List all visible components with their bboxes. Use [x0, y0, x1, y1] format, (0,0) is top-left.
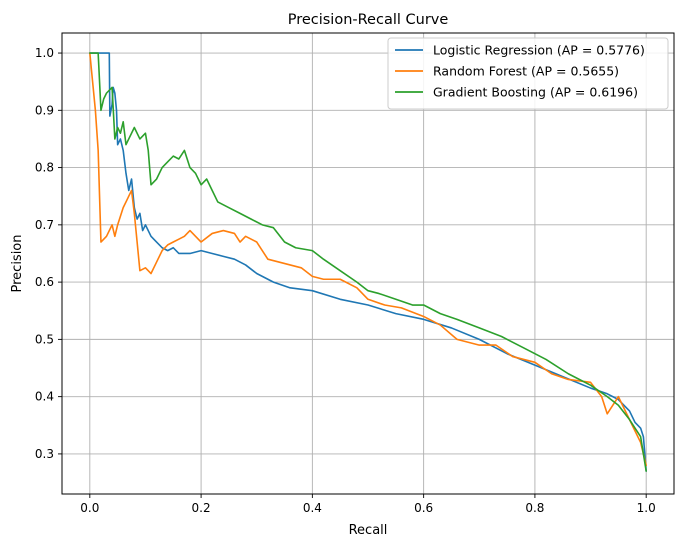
- chart-title: Precision-Recall Curve: [288, 12, 449, 28]
- legend-label: Logistic Regression (AP = 0.5776): [433, 43, 645, 58]
- x-axis-label: Recall: [349, 523, 388, 538]
- ticks: 0.0 0.2 0.4 0.6 0.8 1.0 0.3 0.4 0.5 0.6 0.7 0.8 0.9 1…: [35, 46, 656, 515]
- x-tick-label: 0.8: [525, 501, 544, 515]
- y-tick-label: 1.0: [35, 46, 54, 60]
- y-tick-label: 0.8: [35, 161, 54, 175]
- y-tick-label: 0.9: [35, 103, 54, 117]
- series-layer: [89, 52, 647, 472]
- y-tick-label: 0.5: [35, 332, 54, 346]
- x-tick-label: 0.0: [80, 501, 99, 515]
- y-tick-label: 0.6: [35, 275, 54, 289]
- grid: [62, 33, 674, 494]
- series-line-2: [89, 52, 647, 467]
- y-axis-label: Precision: [10, 234, 25, 292]
- x-tick-label: 1.0: [637, 501, 656, 515]
- legend-label: Gradient Boosting (AP = 0.6196): [433, 85, 638, 100]
- series-line-3: [89, 52, 647, 472]
- y-tick-label: 0.3: [35, 447, 54, 461]
- legend-box: [387, 37, 669, 110]
- x-tick-label: 0.2: [192, 501, 211, 515]
- y-tick-label: 0.4: [35, 390, 54, 404]
- x-tick-label: 0.6: [414, 501, 433, 515]
- legend-label: Random Forest (AP = 0.5655): [433, 64, 619, 79]
- x-tick-label: 0.4: [303, 501, 322, 515]
- legend: Logistic Regression (AP = 0.5776) Random …: [387, 37, 669, 110]
- plot-frame: [61, 32, 675, 495]
- y-tick-label: 0.7: [35, 218, 54, 232]
